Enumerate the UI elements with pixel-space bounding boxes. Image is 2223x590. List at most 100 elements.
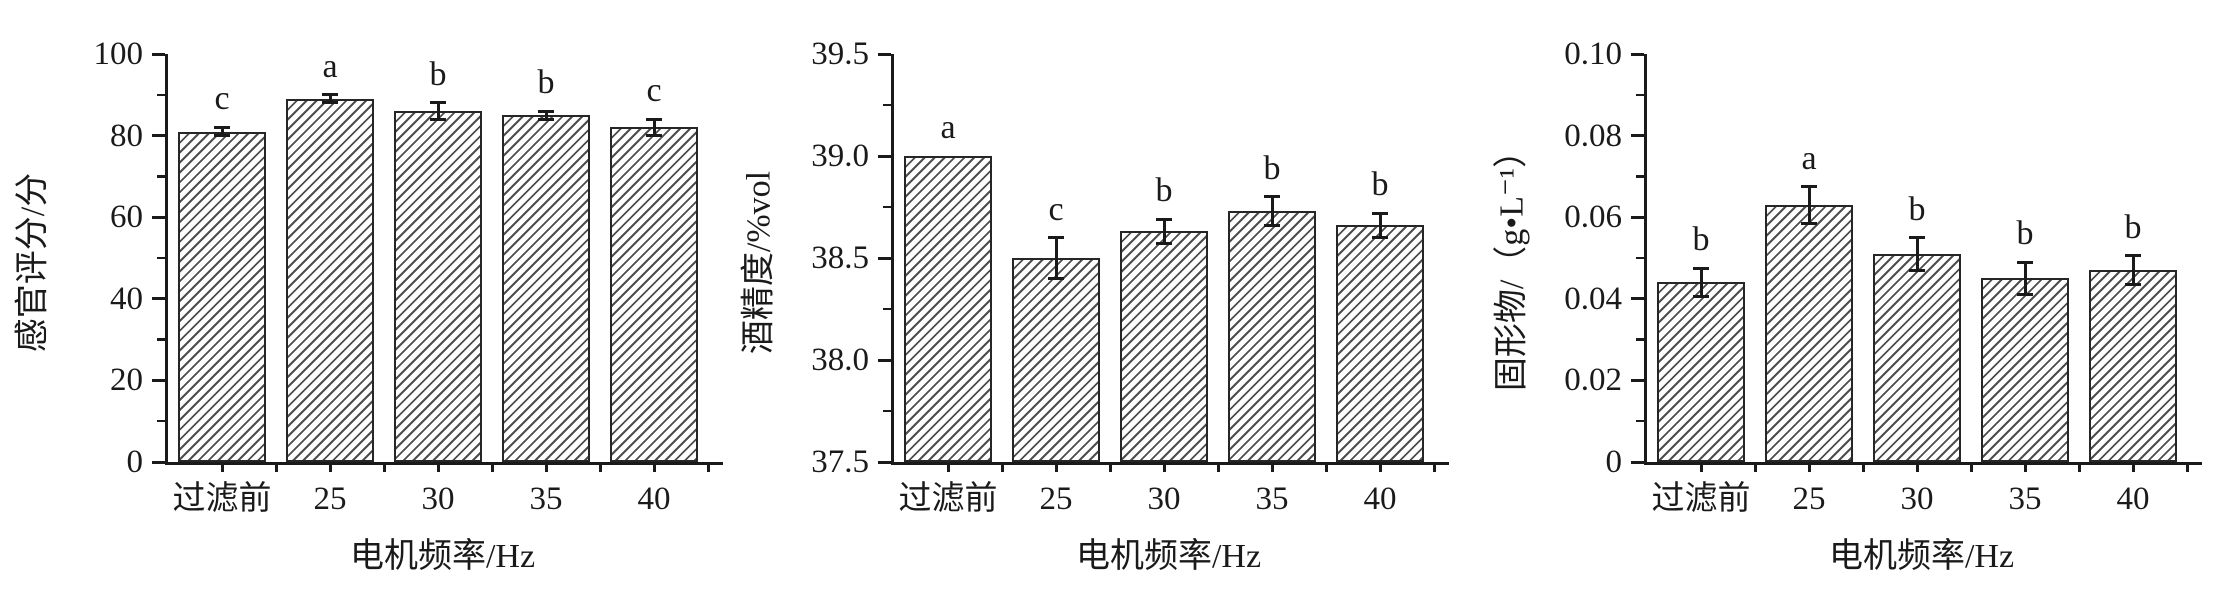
bar xyxy=(904,156,992,462)
chart-alcohol-content: 酒精度/%vol 37.5 38.0 38.5 39.0 39.5 a 过滤前 c 25 b 30 b… xyxy=(741,0,1482,590)
y-tick-label: 0 xyxy=(126,444,144,480)
error-bar-cap-bottom xyxy=(1048,276,1064,280)
y-tick-label: 0.10 xyxy=(1564,36,1622,72)
error-bar-cap-top xyxy=(1693,266,1709,270)
error-bar-cap-top xyxy=(1372,211,1388,215)
x-major-tick xyxy=(220,462,224,472)
bar xyxy=(1873,253,1961,462)
y-minor-tick xyxy=(1636,93,1644,97)
chart-solids-content: 固形物/（g•L⁻¹） 0 0.02 0.04 0.06 0.08 0.10 b 过滤前 a 25… xyxy=(1482,0,2223,590)
x-major-tick xyxy=(652,462,656,472)
y-tick-label: 80 xyxy=(110,117,143,154)
error-bar-cap-bottom xyxy=(1801,221,1817,225)
error-bar-cap-bottom xyxy=(646,134,662,138)
x-minor-tick xyxy=(490,462,494,472)
y-minor-tick xyxy=(157,175,165,178)
x-tick-label: 25 xyxy=(313,481,347,517)
significance-letter: b xyxy=(429,55,447,93)
x-minor-tick xyxy=(598,462,602,472)
y-tick-label: 20 xyxy=(110,362,143,399)
y-minor-tick xyxy=(1636,256,1644,260)
y-major-tick xyxy=(152,215,165,219)
error-bar-cap-top xyxy=(322,93,338,97)
error-bar-stem xyxy=(1378,213,1382,238)
error-bar-cap-top xyxy=(1264,195,1280,199)
y-tick-label: 100 xyxy=(93,36,144,72)
significance-letter: b xyxy=(1263,149,1281,187)
y-major-tick xyxy=(152,297,165,301)
plot-area: 37.5 38.0 38.5 39.0 39.5 a 过滤前 c 25 b 30 b 35 b 40 xyxy=(811,36,1449,517)
error-bar-stem xyxy=(2131,255,2135,285)
x-tick-label: 25 xyxy=(1039,481,1073,517)
y-minor-tick xyxy=(157,256,165,260)
chart-sensory-score: 感官评分/分 0 20 40 60 80 100 c 过滤前 a 25 b 30 b 35 c 40 电机频率… xyxy=(0,0,741,590)
significance-letter: b xyxy=(1908,190,1926,228)
x-axis-label: 电机频率/Hz xyxy=(1828,538,2015,575)
y-minor-tick xyxy=(157,338,165,341)
significance-letter: b xyxy=(537,64,555,102)
y-major-tick xyxy=(152,378,165,382)
y-tick-label: 0.06 xyxy=(1564,199,1622,236)
bar xyxy=(178,131,266,462)
bar xyxy=(1981,278,2069,462)
error-bar-stem xyxy=(1915,237,1919,271)
error-bar-cap-top xyxy=(646,117,662,121)
x-minor-tick xyxy=(382,462,386,472)
x-minor-tick xyxy=(1432,462,1436,472)
x-minor-tick xyxy=(2077,462,2081,472)
x-major-tick xyxy=(1699,462,1703,472)
x-major-tick xyxy=(1915,462,1919,472)
error-bar-stem xyxy=(1807,186,1811,224)
y-tick-label: 40 xyxy=(110,280,143,317)
plot-area: 0 0.02 0.04 0.06 0.08 0.10 b 过滤前 a 25 b 30 b 35 b 40 xyxy=(1564,36,2202,517)
bar xyxy=(394,111,482,462)
x-axis-label: 电机频率/Hz xyxy=(1075,538,1262,575)
y-major-tick xyxy=(878,52,891,56)
x-major-tick xyxy=(1807,462,1811,472)
error-bar-cap-top xyxy=(2017,260,2033,264)
x-major-tick xyxy=(436,462,440,472)
x-minor-tick xyxy=(274,462,278,472)
y-tick-label: 60 xyxy=(110,199,143,236)
significance-letter: c xyxy=(1048,190,1064,228)
error-bar-cap-top xyxy=(538,109,554,113)
y-major-tick xyxy=(878,358,891,362)
bar xyxy=(2089,270,2177,462)
error-bar-stem xyxy=(436,102,440,120)
y-major-tick xyxy=(1631,378,1644,382)
x-tick-label: 过滤前 xyxy=(172,481,272,517)
significance-letter: b xyxy=(1692,221,1710,259)
y-minor-tick xyxy=(1636,175,1644,178)
bar xyxy=(1336,225,1424,462)
y-minor-tick xyxy=(883,409,891,413)
x-minor-tick xyxy=(1216,462,1220,472)
x-major-tick xyxy=(328,462,332,472)
x-tick-label: 过滤前 xyxy=(1651,481,1751,517)
y-tick-label: 39.5 xyxy=(811,36,869,72)
error-bar-cap-bottom xyxy=(1693,295,1709,299)
x-tick-label: 30 xyxy=(421,481,455,517)
error-bar-cap-bottom xyxy=(1264,223,1280,227)
x-tick-label: 35 xyxy=(1255,481,1289,517)
y-major-tick xyxy=(878,256,891,260)
x-minor-tick xyxy=(1324,462,1328,472)
error-bar-cap-bottom xyxy=(2017,293,2033,297)
error-bar-cap-bottom xyxy=(1909,268,1925,272)
significance-letter: b xyxy=(1371,166,1389,204)
x-major-tick xyxy=(1270,462,1274,472)
error-bar-cap-top xyxy=(214,125,230,129)
x-tick-label: 40 xyxy=(637,481,671,517)
error-bar-stem xyxy=(328,94,332,103)
y-minor-tick xyxy=(883,205,891,209)
y-major-tick xyxy=(878,154,891,158)
error-bar-cap-top xyxy=(1909,236,1925,240)
significance-letter: b xyxy=(2016,215,2034,253)
error-bar-cap-top xyxy=(1048,236,1064,240)
significance-letter: b xyxy=(1155,172,1173,210)
y-major-tick xyxy=(1631,460,1644,464)
error-bar-cap-top xyxy=(1156,217,1172,221)
bar xyxy=(1120,231,1208,462)
x-tick-label: 35 xyxy=(2008,481,2042,517)
bar xyxy=(286,98,374,462)
x-major-tick xyxy=(1162,462,1166,472)
